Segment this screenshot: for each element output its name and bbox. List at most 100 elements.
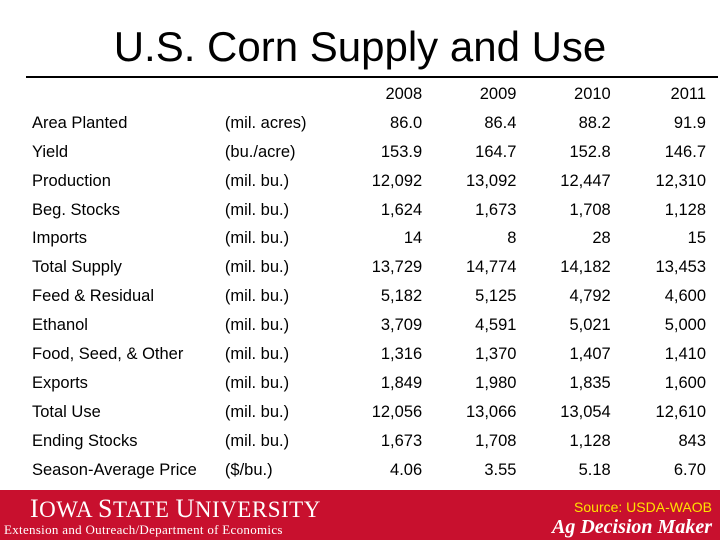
row-unit-label: ($/bu.)	[224, 460, 273, 479]
row-value-cell: 1,849	[380, 373, 423, 392]
row-value-cell: 153.9	[380, 142, 423, 161]
brand-label: Ag Decision Maker	[552, 516, 712, 538]
row-unit-label: (mil. bu.)	[224, 344, 290, 363]
row-value-cell: 1,708	[475, 431, 517, 450]
header-year: 2010	[574, 84, 611, 103]
row-value-cell: 1,410	[664, 344, 706, 363]
row-item-label: Area Planted	[32, 113, 128, 132]
row-unit-label: (mil. bu.)	[224, 171, 290, 190]
header-unit-blank	[225, 80, 333, 109]
row-unit-label: (mil. bu.)	[224, 373, 290, 392]
row-unit-label: (mil. bu.)	[224, 316, 290, 335]
row-value-cell: 12,310	[655, 171, 706, 190]
table-row: Feed & Residual (mil. bu.) 5,182 5,125 4,792…	[26, 282, 720, 311]
row-item-label: Exports	[32, 373, 88, 392]
row-value-cell: 3.55	[484, 460, 517, 479]
row-value-cell: 152.8	[569, 142, 611, 161]
row-item-label: Ethanol	[32, 316, 88, 335]
header-year: 2011	[670, 84, 706, 103]
row-value-cell: 8	[507, 229, 517, 248]
header-item-blank	[26, 80, 225, 109]
table-row: Total Use (mil. bu.) 12,056 13,066 13,054 12,…	[26, 398, 720, 427]
row-unit-label: (mil. acres)	[224, 113, 307, 132]
row-value-cell: 5.18	[578, 460, 611, 479]
row-value-cell: 4,792	[569, 287, 611, 306]
row-unit-label: (mil. bu.)	[224, 402, 290, 421]
row-value-cell: 12,447	[560, 171, 611, 190]
page-title: U.S. Corn Supply and Use	[113, 23, 607, 70]
row-value-cell: 5,182	[380, 287, 423, 306]
supply-use-table: 2008 2009 2010 2011 Area Planted (mil. ac…	[26, 80, 720, 484]
row-value-cell: 12,610	[655, 402, 706, 421]
row-value-cell: 5,125	[475, 287, 517, 306]
row-value-cell: 15	[687, 229, 706, 248]
row-item-label: Food, Seed, & Other	[32, 344, 184, 363]
university-logo: IOWA STATE UNIVERSITY	[30, 494, 321, 523]
table-header-row: 2008 2009 2010 2011	[26, 80, 720, 109]
row-value-cell: 13,453	[655, 258, 706, 277]
table-row: Ending Stocks (mil. bu.) 1,673 1,708 1,128 84…	[26, 427, 720, 456]
row-value-cell: 91.9	[673, 113, 706, 132]
row-value-cell: 1,624	[380, 200, 423, 219]
row-value-cell: 86.4	[484, 113, 517, 132]
row-value-cell: 6.70	[673, 460, 706, 479]
row-value-cell: 14	[403, 229, 423, 248]
row-value-cell: 1,835	[569, 373, 611, 392]
table-row: Ethanol (mil. bu.) 3,709 4,591 5,021 5,000	[26, 311, 720, 340]
row-item-label: Season-Average Price	[32, 460, 197, 479]
row-unit-label: (mil. bu.)	[224, 258, 290, 277]
row-unit-label: (mil. bu.)	[224, 431, 290, 450]
row-value-cell: 13,092	[465, 171, 517, 190]
table-row: Production (mil. bu.) 12,092 13,092 12,447 12…	[26, 167, 720, 196]
table-row: Food, Seed, & Other (mil. bu.) 1,316 1,370 1…	[26, 340, 720, 369]
row-item-label: Total Use	[32, 402, 101, 421]
row-value-cell: 843	[678, 431, 706, 450]
row-unit-label: (mil. bu.)	[224, 287, 290, 306]
row-value-cell: 1,673	[475, 200, 517, 219]
row-value-cell: 1,128	[569, 431, 611, 450]
row-value-cell: 12,092	[371, 171, 423, 190]
row-value-cell: 3,709	[380, 316, 423, 335]
row-item-label: Beg. Stocks	[32, 200, 121, 219]
header-year: 2008	[385, 84, 423, 103]
row-value-cell: 1,370	[475, 344, 517, 363]
row-value-cell: 146.7	[664, 142, 706, 161]
row-value-cell: 164.7	[475, 142, 517, 161]
row-value-cell: 13,054	[560, 402, 611, 421]
row-item-label: Ending Stocks	[32, 431, 138, 450]
table-row: Yield (bu./acre) 153.9 164.7 152.8 146.7	[26, 138, 720, 167]
source-label: Source: USDA-WAOB	[574, 499, 712, 515]
row-unit-label: (mil. bu.)	[224, 200, 290, 219]
table-row: Exports (mil. bu.) 1,849 1,980 1,835 1,600	[26, 369, 720, 398]
row-item-label: Yield	[32, 142, 69, 161]
row-item-label: Production	[32, 171, 111, 190]
row-item-label: Total Supply	[32, 258, 122, 277]
row-item-label: Imports	[32, 229, 88, 248]
header-year: 2009	[479, 84, 517, 103]
table-row: Imports (mil. bu.) 14 8 28 15	[26, 224, 720, 253]
row-value-cell: 12,056	[371, 402, 423, 421]
row-value-cell: 1,316	[380, 344, 423, 363]
row-value-cell: 86.0	[390, 113, 423, 132]
table-row: Area Planted (mil. acres) 86.0 86.4 88.2 91.9	[26, 109, 720, 138]
row-value-cell: 4.06	[390, 460, 423, 479]
department-label: Extension and Outreach/Department of Eco…	[4, 522, 283, 537]
table-row: Beg. Stocks (mil. bu.) 1,624 1,673 1,708 1,12…	[26, 196, 720, 225]
row-value-cell: 1,407	[569, 344, 611, 363]
row-value-cell: 88.2	[578, 113, 611, 132]
row-value-cell: 4,591	[475, 316, 517, 335]
row-value-cell: 5,000	[664, 316, 706, 335]
row-value-cell: 14,182	[560, 258, 611, 277]
row-value-cell: 14,774	[465, 258, 517, 277]
row-value-cell: 4,600	[664, 287, 706, 306]
footer-bar: IOWA STATE UNIVERSITY Extension and Outr…	[0, 490, 720, 540]
row-value-cell: 1,128	[664, 200, 706, 219]
title-divider	[26, 76, 718, 78]
row-value-cell: 13,066	[465, 402, 517, 421]
row-unit-label: (mil. bu.)	[224, 229, 290, 248]
row-value-cell: 5,021	[569, 316, 611, 335]
row-value-cell: 1,708	[569, 200, 611, 219]
row-value-cell: 28	[592, 229, 611, 248]
row-value-cell: 1,980	[475, 373, 517, 392]
row-unit-label: (bu./acre)	[224, 142, 296, 161]
